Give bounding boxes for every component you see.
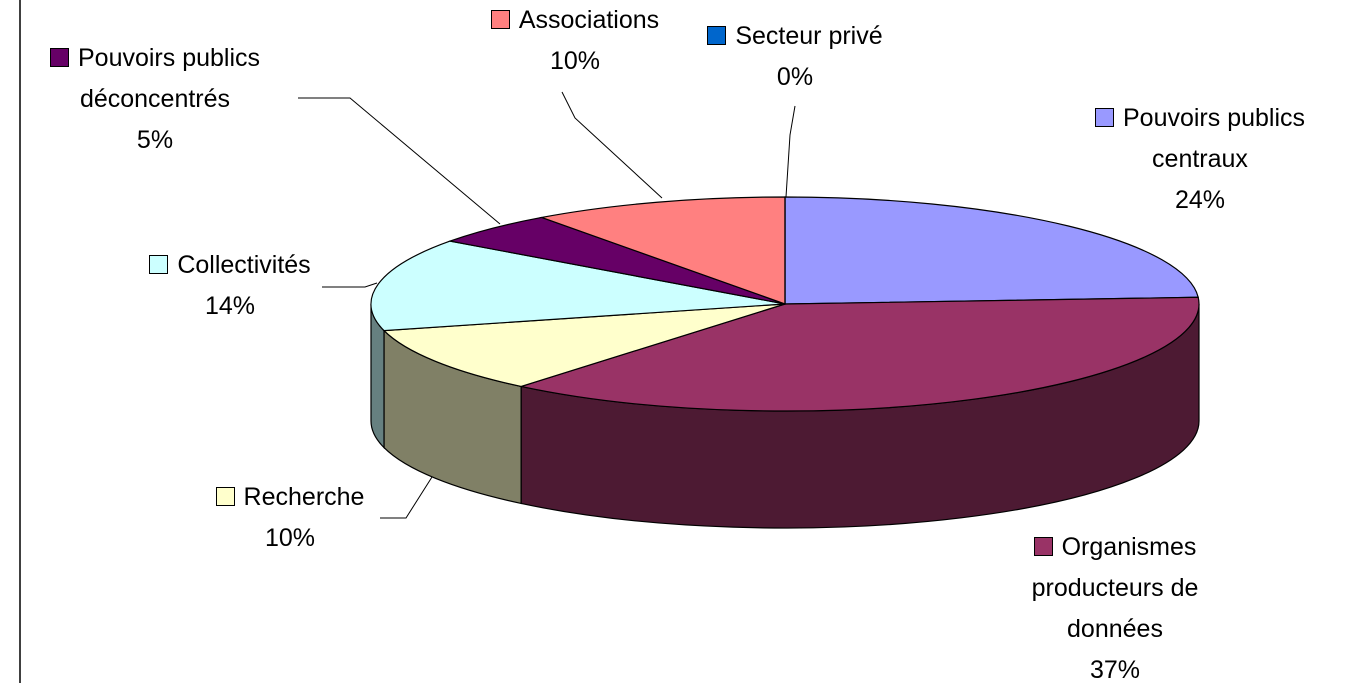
data-label: Collectivités 14% <box>100 245 360 327</box>
value-label: 10% <box>549 47 601 75</box>
legend-key <box>490 10 510 29</box>
pie-slice <box>539 196 786 305</box>
pie-slice <box>518 296 1200 412</box>
leader-line <box>322 282 378 288</box>
value-label: 37% <box>1089 656 1141 684</box>
legend-key <box>1094 108 1114 127</box>
category-name: Associations <box>518 6 660 34</box>
value-label: 10% <box>264 524 316 552</box>
legend-key <box>49 48 69 67</box>
tops <box>370 196 1200 412</box>
data-label: Pouvoirs publics déconcentrés 5% <box>0 38 310 161</box>
category-name: Pouvoirs publics centraux <box>1122 104 1306 173</box>
category-name: Organismes producteurs de données <box>1031 533 1199 643</box>
category-name: Pouvoirs publics déconcentrés <box>77 44 261 113</box>
leader-line <box>298 97 501 225</box>
value-label: 0% <box>776 63 814 91</box>
data-label: Recherche 10% <box>170 477 410 559</box>
legend-key <box>149 255 169 274</box>
value-label: 14% <box>204 292 256 320</box>
data-label: Secteur privé 0% <box>670 16 920 98</box>
data-label: Organismes producteurs de données 37% <box>1010 527 1220 691</box>
value-label: 24% <box>1174 186 1226 214</box>
leader-line <box>380 476 433 519</box>
category-name: Secteur privé <box>735 22 883 50</box>
value-label: 5% <box>136 126 174 154</box>
category-name: Collectivités <box>177 251 311 279</box>
leader-line <box>785 105 796 198</box>
data-label: Pouvoirs publics centraux 24% <box>1055 98 1345 221</box>
walls <box>370 303 1200 529</box>
leader-line <box>561 91 663 199</box>
data-label: Associations 10% <box>450 0 700 82</box>
legend-key <box>1033 537 1053 556</box>
legend-key <box>707 26 727 45</box>
pie-slice <box>382 303 786 388</box>
leader-lines <box>298 91 796 519</box>
category-name: Recherche <box>243 483 365 511</box>
pie-slice <box>784 196 1199 305</box>
pie-slice <box>370 240 786 332</box>
legend-key <box>215 487 235 506</box>
